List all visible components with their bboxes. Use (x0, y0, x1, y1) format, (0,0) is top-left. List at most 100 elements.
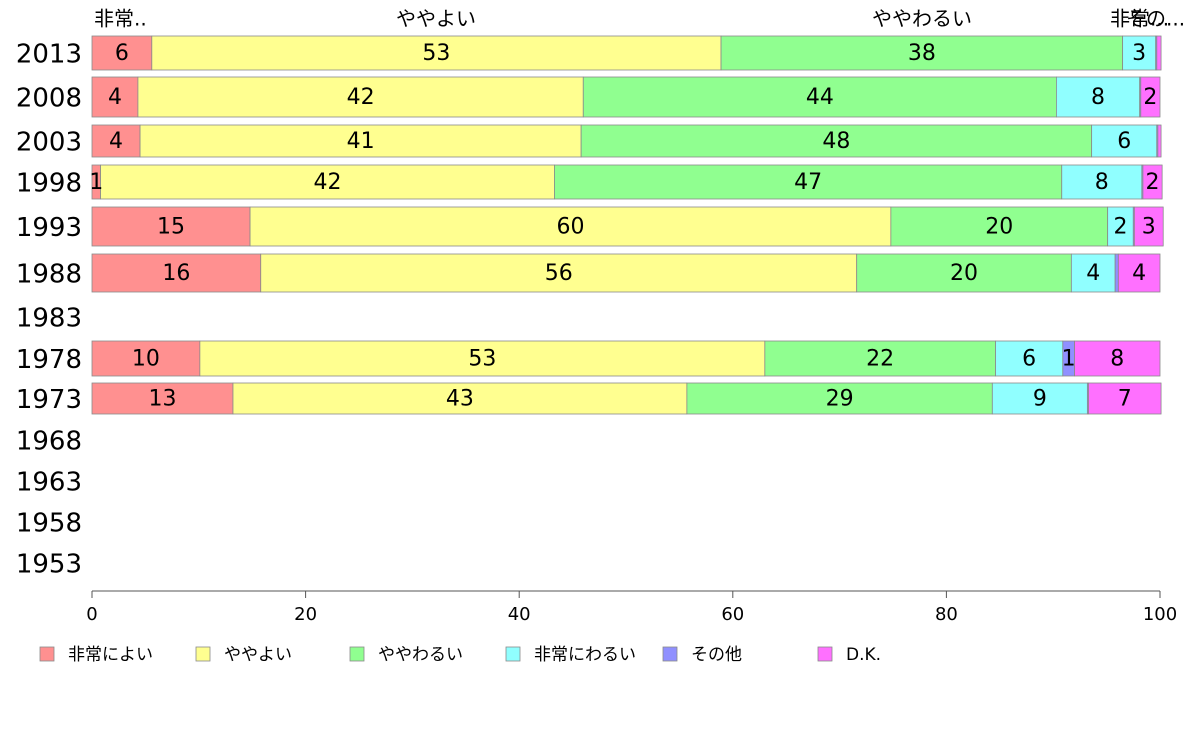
bar-segment-2008-s0 (91, 76, 139, 118)
bar-value-label-1978-s4: 1 (1062, 347, 1076, 372)
bar-segment-2008-s3 (1056, 76, 1141, 118)
year-label-1958: 1958 (16, 509, 82, 539)
legend-label-0: 非常によい (68, 645, 153, 665)
year-label-1993: 1993 (16, 213, 82, 243)
bar-segment-1993-s3 (1107, 206, 1134, 247)
bar-segment-1993-s1 (249, 206, 892, 247)
top-labels-layer: 非常.. ややよい ややわるい 非常...その... (94, 7, 1185, 31)
legend-swatch-0 (39, 646, 55, 662)
bar-segment-1998-s3 (1061, 164, 1143, 200)
bar-value-label-1973-s1: 43 (446, 387, 474, 412)
bar-value-label-2008-s1: 42 (347, 85, 375, 110)
bar-value-label-1998-s5: 2 (1146, 170, 1160, 195)
bar-segment-1973-s5 (1088, 382, 1162, 415)
bar-segment-2013-s0 (91, 35, 153, 71)
top-series-label-3: 非常... (1110, 7, 1169, 31)
legend-label-1: ややよい (224, 645, 292, 665)
bar-value-label-1973-s3: 9 (1033, 387, 1047, 412)
top-series-label-0: 非常.. (94, 7, 147, 31)
year-label-2003: 2003 (16, 128, 82, 158)
bar-value-label-2013-s2: 38 (908, 41, 936, 66)
legend-label-3: 非常にわるい (534, 645, 636, 665)
year-labels-layer: 2013 2008 2003 1998 1993 1988 1983 1978 1973 1968… (16, 40, 82, 580)
bar-segment-2003-s2 (580, 124, 1093, 158)
bar-value-label-1988-s3: 4 (1086, 261, 1100, 286)
bar-segment-2013-s5 (1156, 35, 1162, 71)
bar-value-label-2003-s0: 4 (109, 129, 123, 154)
bar-segment-2013-s1 (151, 35, 722, 71)
bar-segment-2003-s5 (1157, 124, 1162, 158)
bar-segment-1978-s1 (199, 340, 766, 377)
bar-segment-1978-s5 (1074, 340, 1161, 377)
year-label-1968: 1968 (16, 427, 82, 457)
bar-value-label-2013-s3: 3 (1132, 41, 1146, 66)
year-label-1978: 1978 (16, 345, 82, 375)
bar-segment-2003-s0 (91, 124, 141, 158)
bar-segment-1973-s0 (91, 382, 234, 415)
bar-value-label-1978-s0: 10 (132, 347, 160, 372)
bar-value-label-1978-s5: 8 (1110, 347, 1124, 372)
bar-value-label-1978-s1: 53 (468, 347, 496, 372)
x-tick-label-20: 20 (294, 604, 317, 625)
year-label-2008: 2008 (16, 84, 82, 114)
bar-segment-2008-s2 (582, 76, 1057, 118)
legend-label-5: D.K. (846, 645, 881, 665)
x-tick-label-0: 0 (86, 604, 97, 625)
year-label-1988: 1988 (16, 260, 82, 290)
bar-value-label-1988-s1: 56 (545, 261, 573, 286)
bar-segment-1988-s4 (1114, 253, 1119, 293)
bar-value-label-1993-s2: 20 (985, 215, 1013, 240)
legend-label-4: その他 (691, 645, 742, 665)
year-label-1973: 1973 (16, 385, 82, 415)
bar-value-label-2008-s2: 44 (806, 85, 834, 110)
bar-value-label-2008-s3: 8 (1091, 85, 1105, 110)
year-label-1963: 1963 (16, 468, 82, 498)
x-axis: 0 20 40 60 80 100 (86, 590, 1177, 625)
year-label-1953: 1953 (16, 550, 82, 580)
bar-value-label-1993-s1: 60 (556, 215, 584, 240)
bar-segment-2003-s3 (1091, 124, 1158, 158)
bar-segment-1998-s1 (100, 164, 555, 200)
bar-segment-1993-s0 (91, 206, 251, 247)
year-label-2013: 2013 (16, 40, 82, 70)
bar-segment-1973-s1 (232, 382, 688, 415)
bar-segment-1978-s0 (91, 340, 201, 377)
x-tick-label-60: 60 (721, 604, 744, 625)
bar-value-label-1993-s0: 15 (157, 215, 185, 240)
x-tick-label-100: 100 (1143, 604, 1177, 625)
top-series-label-4: その... (1126, 7, 1185, 31)
bar-value-label-1998-s2: 47 (794, 170, 822, 195)
bar-segment-1978-s3 (995, 340, 1064, 377)
bar-value-label-2003-s1: 41 (347, 129, 375, 154)
bar-value-label-1973-s5: 7 (1118, 387, 1132, 412)
top-series-label-1: ややよい (396, 7, 476, 31)
bar-segment-1978-s2 (764, 340, 996, 377)
bar-value-label-1998-s1: 42 (313, 170, 341, 195)
bar-segment-2013-s2 (720, 35, 1124, 71)
bar-value-label-2013-s0: 6 (115, 41, 129, 66)
bar-value-label-2003-s2: 48 (822, 129, 850, 154)
year-label-1983: 1983 (16, 304, 82, 334)
year-label-1998: 1998 (16, 169, 82, 199)
bar-value-label-1988-s5: 4 (1132, 261, 1146, 286)
bar-value-label-1973-s0: 13 (148, 387, 176, 412)
bar-value-label-2008-s5: 2 (1143, 85, 1157, 110)
bar-value-label-1978-s2: 22 (866, 347, 894, 372)
legend-swatch-1 (195, 646, 211, 662)
bar-value-label-2003-s3: 6 (1117, 129, 1131, 154)
legend-swatch-3 (505, 646, 521, 662)
bar-value-label-1993-s5: 3 (1142, 215, 1156, 240)
bar-segment-1988-s5 (1117, 253, 1161, 293)
bar-segment-1988-s1 (260, 253, 858, 293)
x-tick-label-80: 80 (935, 604, 958, 625)
bar-value-label-1998-s3: 8 (1095, 170, 1109, 195)
x-tick-label-40: 40 (508, 604, 531, 625)
bar-value-label-1973-s2: 29 (826, 387, 854, 412)
legend-swatch-5 (817, 646, 833, 662)
bar-value-label-1993-s3: 2 (1113, 215, 1127, 240)
legend-swatch-2 (349, 646, 365, 662)
bar-value-label-2013-s1: 53 (422, 41, 450, 66)
bar-segment-2008-s5 (1140, 76, 1161, 118)
